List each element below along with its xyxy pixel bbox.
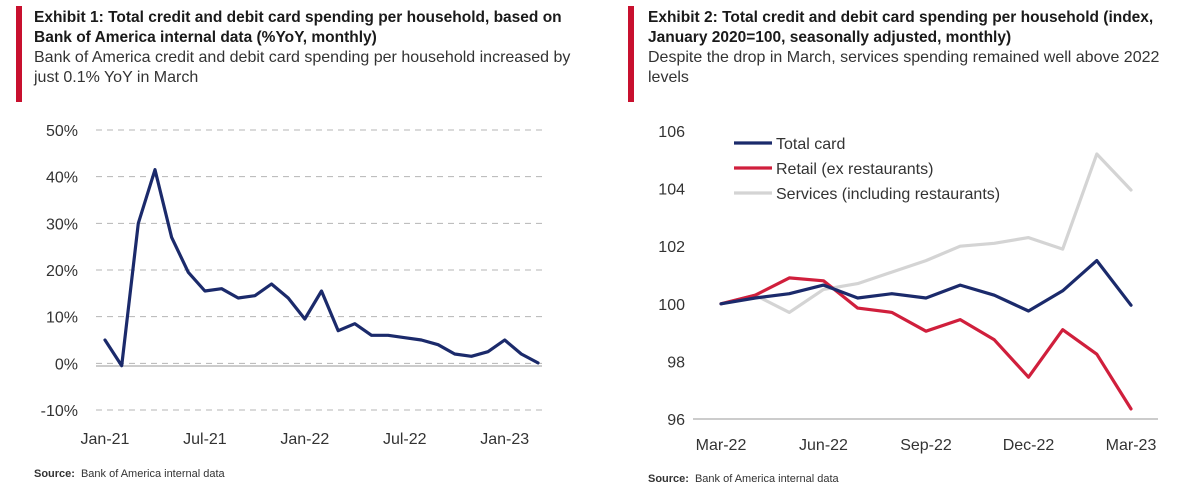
y-tick-label: 0%: [55, 356, 78, 373]
y-tick-label: 96: [667, 412, 685, 429]
x-tick-label: Jan-23: [480, 431, 529, 448]
exhibit-1-subtitle: Bank of America credit and debit card sp…: [34, 49, 571, 86]
exhibit-2-title: Exhibit 2: Total credit and debit card s…: [648, 9, 1154, 46]
legend-label: Services (including restaurants): [776, 186, 1000, 203]
exhibit-2-panel: Exhibit 2: Total credit and debit card s…: [628, 0, 1186, 500]
y-tick-label: 50%: [46, 123, 78, 140]
y-tick-label: 100: [658, 297, 685, 314]
series-line-2: [719, 152, 1133, 314]
y-tick-label: 10%: [46, 310, 78, 327]
x-tick-label: Jan-22: [280, 431, 329, 448]
y-tick-label: -10%: [41, 403, 78, 420]
x-tick-label: Mar-22: [696, 437, 747, 454]
y-tick-label: 106: [658, 124, 685, 141]
exhibit-1-panel: Exhibit 1: Total credit and debit card s…: [0, 0, 590, 500]
y-tick-label: 40%: [46, 170, 78, 187]
x-tick-label: Mar-23: [1106, 437, 1157, 454]
x-tick-label: Jul-22: [383, 431, 427, 448]
exhibit-2-header: Exhibit 2: Total credit and debit card s…: [648, 8, 1178, 88]
exhibit-1-chart: -10% 0% 10% 20% 30% 40% 50% Jan-21 Jul-21 Jan-22 J…: [41, 123, 542, 448]
exhibit-1-source-label: Source:: [34, 468, 75, 480]
exhibit-1-title: Exhibit 1: Total credit and debit card s…: [34, 9, 562, 46]
exhibit-1-source-text: Bank of America internal data: [80, 468, 225, 480]
y-tick-label: 30%: [46, 216, 78, 233]
exhibit-2-subtitle: Despite the drop in March, services spen…: [648, 49, 1160, 86]
x-tick-label: Jan-21: [81, 431, 130, 448]
x-tick-label: Jun-22: [799, 437, 848, 454]
exhibit-1-source: Source: Bank of America internal data: [34, 468, 225, 480]
exhibit-2-source: Source: Bank of America internal data: [648, 473, 839, 485]
exhibit-2-source-text: Bank of America internal data: [694, 473, 839, 485]
exhibit-2-source-label: Source:: [648, 473, 689, 485]
y-tick-label: 104: [658, 182, 685, 199]
exhibit-2-chart: 96 98 100 102 104 106 Mar-22 Jun-22 Sep-22 Dec-22…: [658, 124, 1158, 454]
series-line-0: [103, 168, 540, 368]
exhibit-1-accent-bar: [16, 6, 22, 102]
legend-label: Retail (ex restaurants): [776, 161, 933, 178]
series-line-0: [719, 259, 1133, 313]
exhibit-2-accent-bar: [628, 6, 634, 102]
exhibit-1-header: Exhibit 1: Total credit and debit card s…: [34, 8, 574, 88]
x-tick-label: Dec-22: [1003, 437, 1055, 454]
y-tick-label: 20%: [46, 263, 78, 280]
y-tick-label: 98: [667, 354, 685, 371]
series-line-1: [719, 276, 1133, 411]
x-tick-label: Sep-22: [900, 437, 952, 454]
y-tick-label: 102: [658, 239, 685, 256]
legend-label: Total card: [776, 136, 845, 153]
x-tick-label: Jul-21: [183, 431, 227, 448]
